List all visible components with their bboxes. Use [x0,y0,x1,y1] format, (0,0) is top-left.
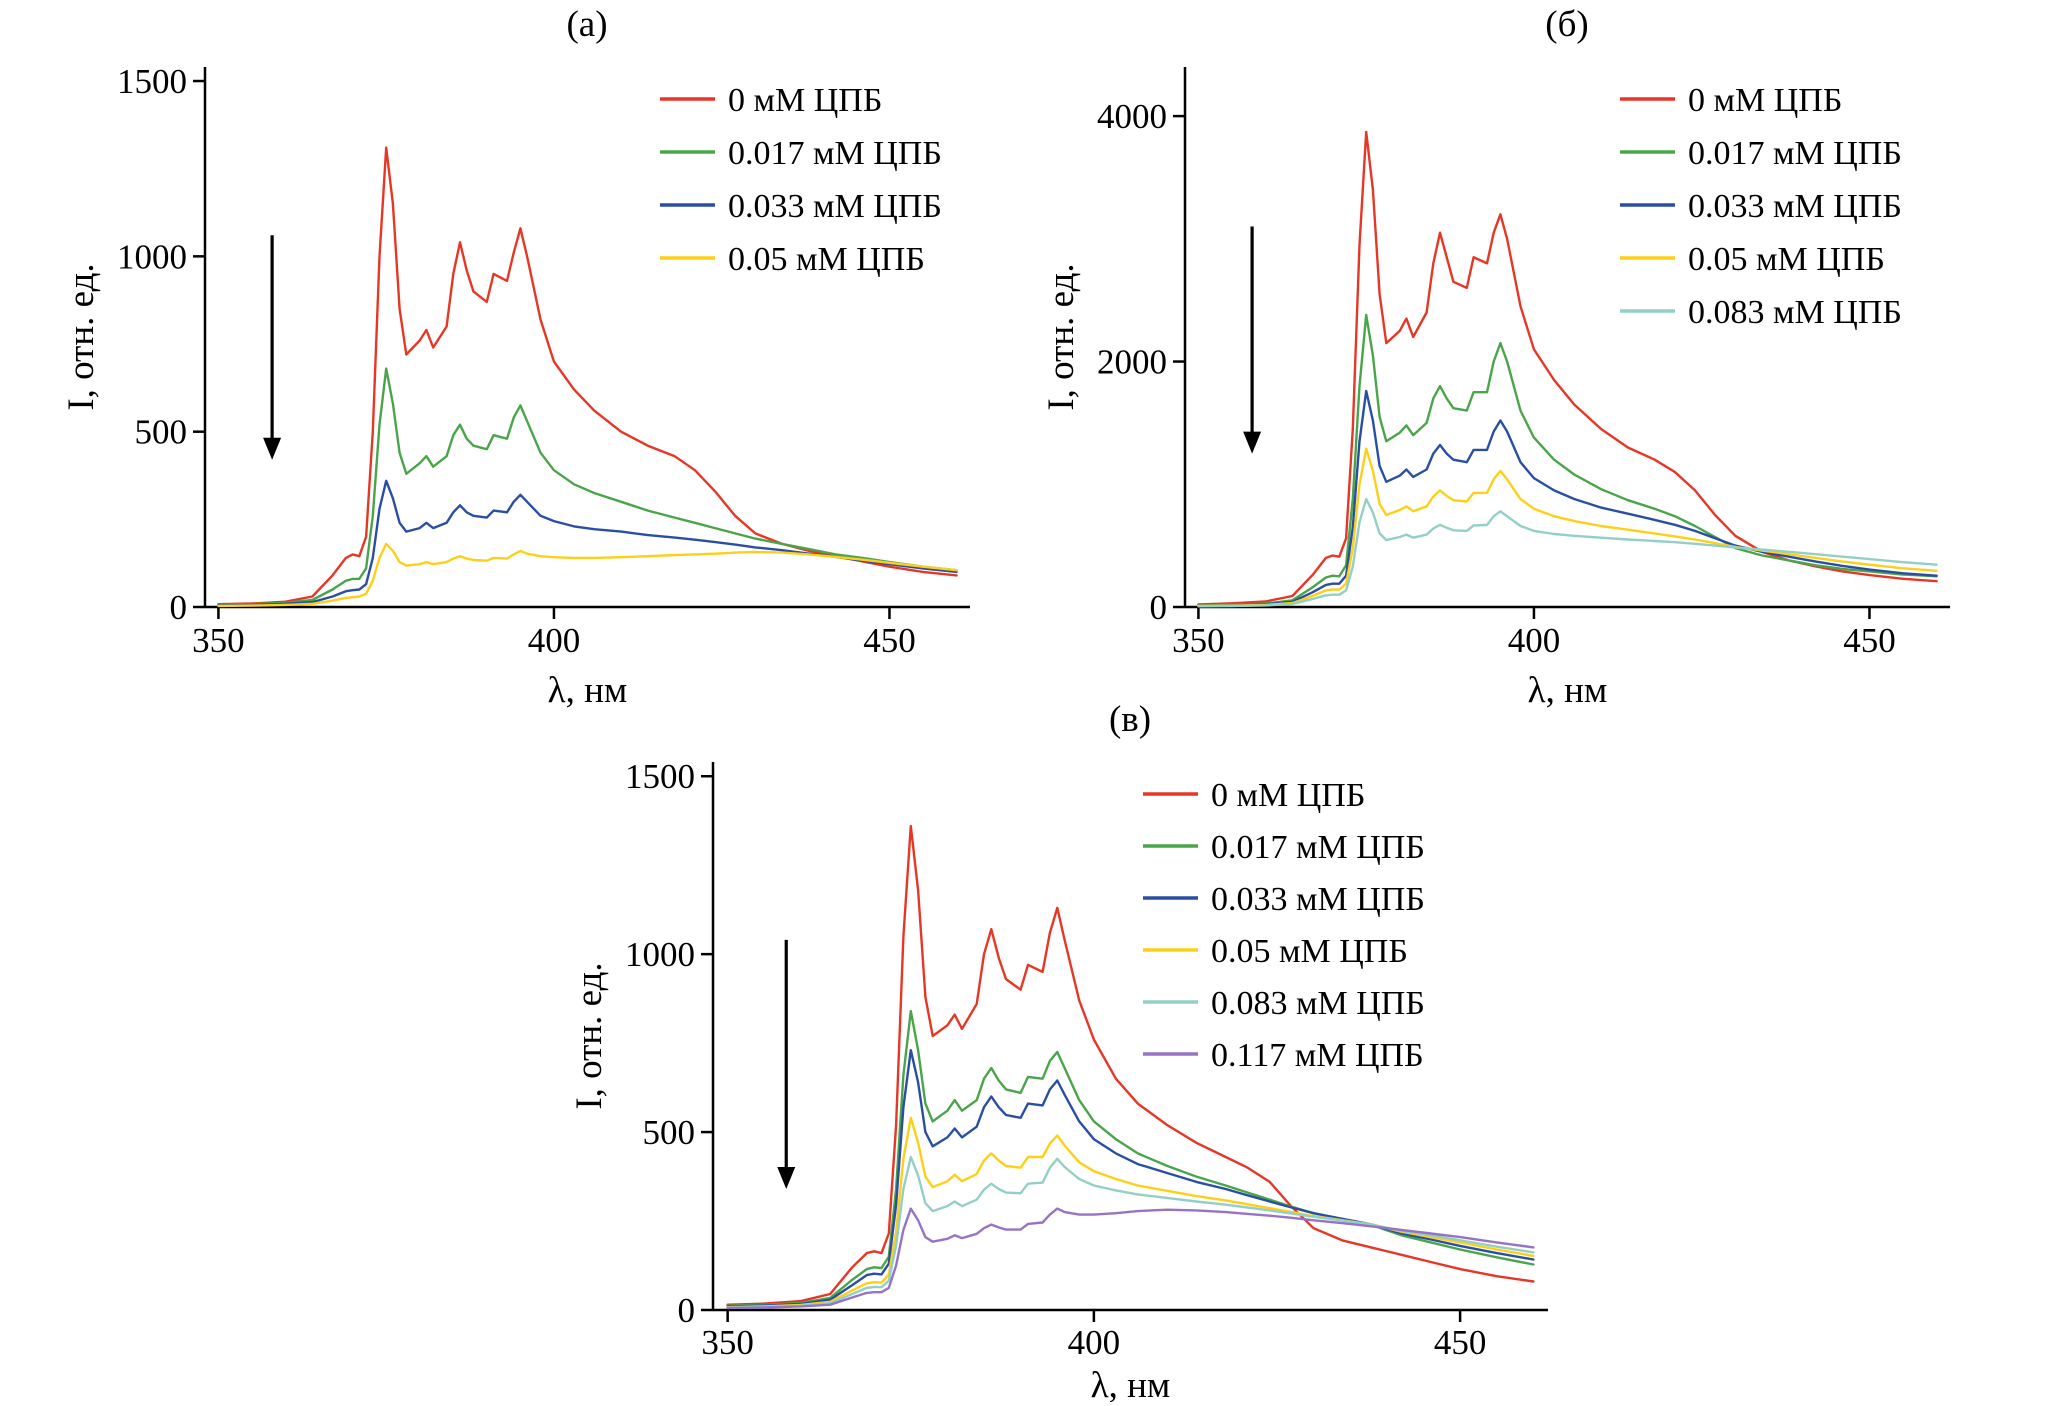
legend-label-3: 0.05 мМ ЦПБ [728,241,925,278]
y-tick-label: 1000 [117,237,187,276]
series-line-1 [217,367,958,607]
panel-b-chart: 350 400 450 0 2000 4000 λ, нм I, отн. ед. 0 мМ Ц… [1041,67,1950,711]
panel-v: (в) 350 400 450 0 500 1000 1500 λ, нм I, отн. ед… [543,700,1693,1405]
y-tick-label: 0 [170,588,188,627]
series-line-3 [1197,447,1938,608]
series-line-4 [726,1155,1535,1309]
y-axis-label: I, отн. ед. [569,962,610,1109]
series-line-0 [1197,130,1938,606]
panel-b-title: (б) [1545,4,1589,45]
y-tick-label: 1000 [625,935,695,974]
x-axis-label: λ, нм [548,670,628,711]
series-line-0 [217,146,958,606]
y-tick-label: 1500 [625,757,695,796]
x-tick-label: 400 [1068,1323,1121,1362]
decrease-arrow-head [777,1167,796,1190]
panel-b: (б) 350 400 450 0 2000 4000 λ, нм I, отн. ед. 0 … [1015,5,2065,720]
x-tick-label: 350 [192,621,245,660]
series-line-5 [726,1207,1535,1310]
panel-a-chart: 350 400 450 0 500 1000 1500 λ, нм I, отн. ед. 0 м… [61,62,970,711]
legend-label-0: 0 мМ ЦПБ [1688,82,1842,119]
y-tick-label: 500 [135,413,188,452]
y-tick-label: 0 [678,1291,696,1330]
y-axis-label: I, отн. ед. [1041,263,1082,410]
x-axis-label: λ, нм [1528,670,1608,711]
x-tick-label: 350 [701,1323,754,1362]
y-tick-label: 2000 [1097,343,1167,382]
panel-a: (а) 350 400 450 0 500 1000 1500 λ, нм I, отн. ед… [35,5,1015,720]
x-tick-label: 350 [1172,621,1225,660]
decrease-arrow-head [1243,431,1262,454]
legend-label-0: 0 мМ ЦПБ [1211,777,1365,814]
series-line-1 [1197,313,1938,607]
series-line-3 [217,542,958,608]
legend-label-5: 0.117 мМ ЦПБ [1211,1037,1424,1074]
x-tick-label: 450 [863,621,916,660]
legend-label-2: 0.033 мМ ЦПБ [1211,881,1425,918]
x-tick-label: 450 [1843,621,1896,660]
series-line-2 [1197,389,1938,607]
y-tick-label: 1500 [117,62,187,101]
legend-label-2: 0.033 мМ ЦПБ [728,188,942,225]
y-axis-label: I, отн. ед. [61,263,102,410]
legend-label-0: 0 мМ ЦПБ [728,82,882,119]
x-axis-label: λ, нм [1091,1365,1171,1402]
x-tick-label: 450 [1434,1323,1487,1362]
series-line-4 [1197,497,1938,608]
legend-label-2: 0.033 мМ ЦПБ [1688,188,1902,225]
legend-label-3: 0.05 мМ ЦПБ [1211,933,1408,970]
decrease-arrow-head [263,437,282,460]
series-line-3 [726,1116,1535,1309]
series-line-2 [726,1049,1535,1308]
legend-label-1: 0.017 мМ ЦПБ [1688,135,1902,172]
panel-v-chart: 350 400 450 0 500 1000 1500 λ, нм I, отн. ед. 0 м… [569,757,1548,1402]
x-tick-label: 400 [528,621,581,660]
y-tick-label: 0 [1150,588,1168,627]
y-tick-label: 500 [643,1113,696,1152]
legend-label-4: 0.083 мМ ЦПБ [1211,985,1425,1022]
panel-v-title: (в) [1108,699,1152,740]
legend-label-1: 0.017 мМ ЦПБ [1211,829,1425,866]
legend-label-4: 0.083 мМ ЦПБ [1688,294,1902,331]
legend-label-3: 0.05 мМ ЦПБ [1688,241,1885,278]
x-tick-label: 400 [1508,621,1561,660]
y-tick-label: 4000 [1097,97,1167,136]
panel-a-title: (а) [566,4,608,45]
legend-label-1: 0.017 мМ ЦПБ [728,135,942,172]
series-line-2 [217,479,958,607]
